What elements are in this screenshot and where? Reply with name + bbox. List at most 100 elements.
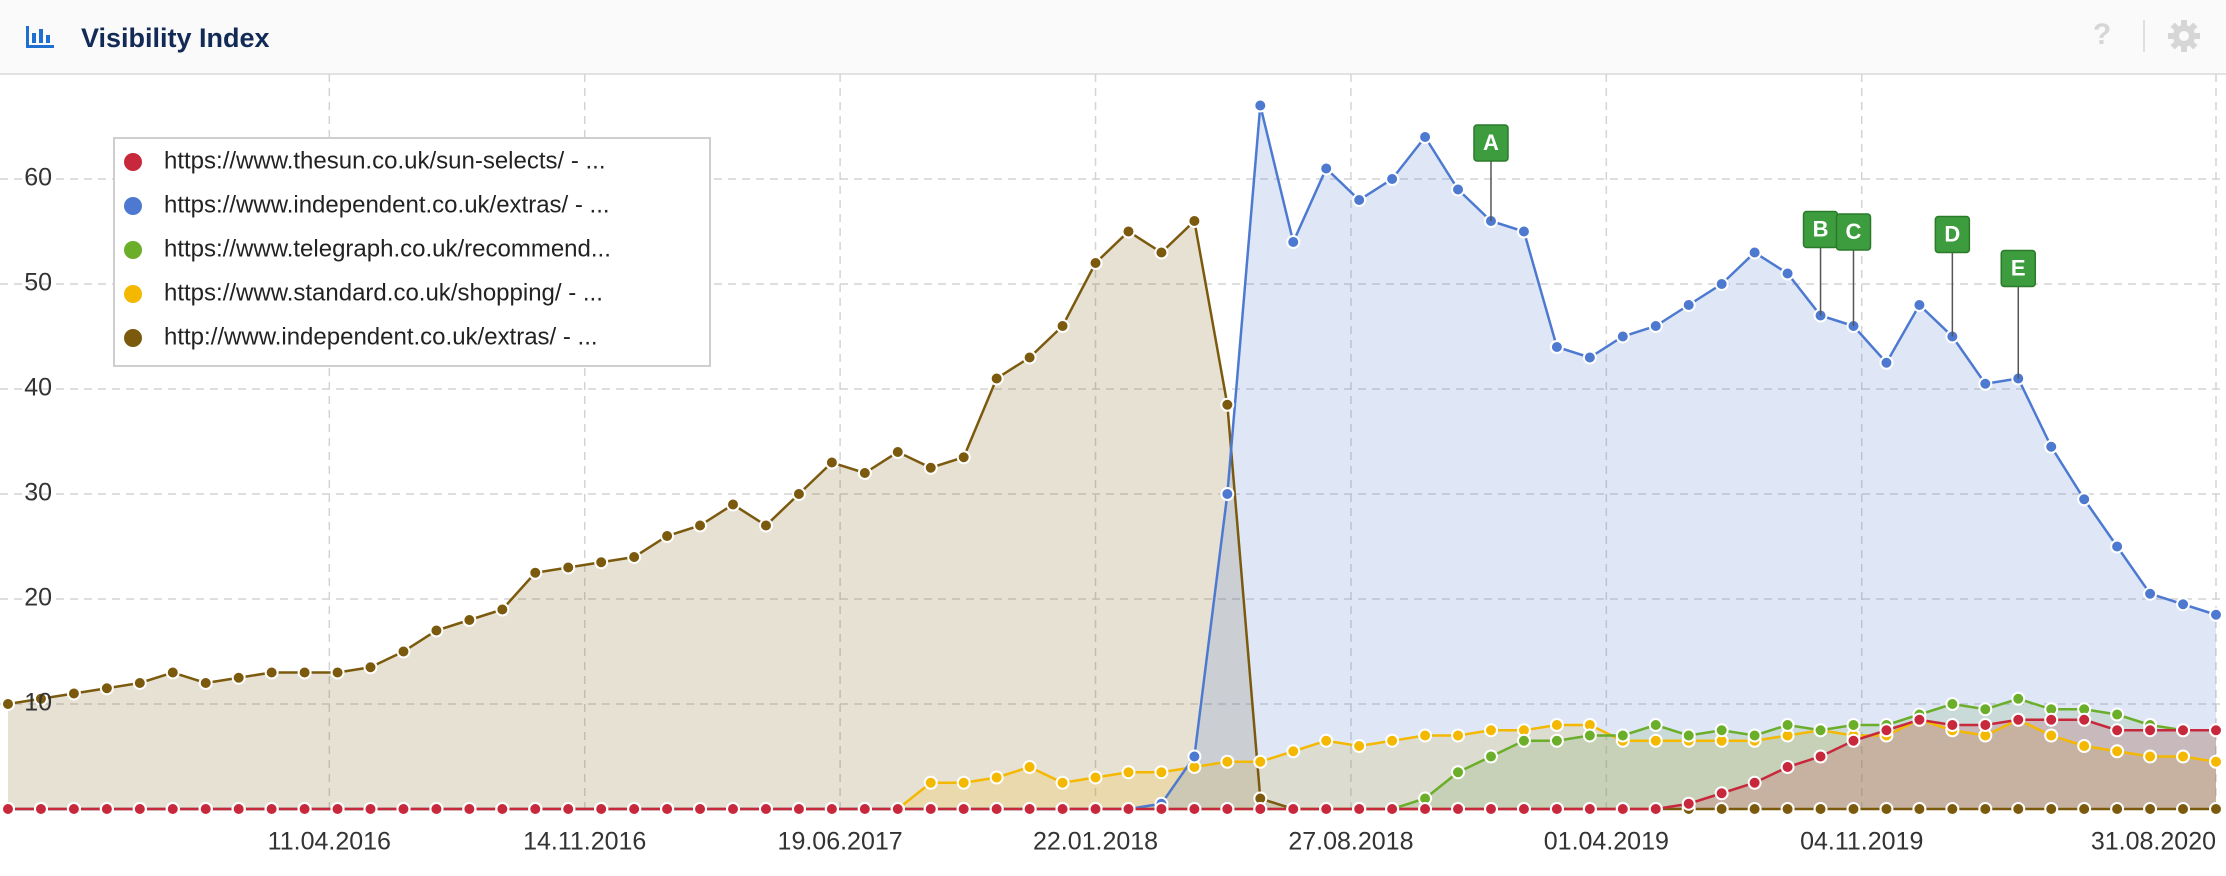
legend-item[interactable]: https://www.thesun.co.uk/sun-selects/ - … — [124, 147, 606, 174]
point — [429, 802, 444, 816]
point — [1385, 172, 1400, 186]
point — [1055, 775, 1070, 790]
point — [2077, 712, 2092, 727]
point — [2011, 712, 2026, 727]
point — [1516, 802, 1531, 816]
point — [2077, 492, 2092, 507]
point — [1978, 802, 1993, 816]
point — [1286, 802, 1301, 816]
point — [2011, 691, 2026, 706]
point — [1945, 718, 1960, 732]
point — [791, 487, 806, 501]
point — [198, 802, 213, 816]
point — [1, 802, 15, 816]
point — [2044, 802, 2059, 816]
x-tick-label: 22.01.2018 — [1033, 828, 1158, 856]
point — [1483, 802, 1498, 816]
help-icon[interactable]: ? — [2093, 18, 2111, 51]
legend-item[interactable]: http://www.independent.co.uk/extras/ - .… — [124, 323, 598, 350]
x-tick-label: 11.04.2016 — [268, 828, 391, 856]
point — [99, 802, 114, 816]
flag-label: A — [1483, 130, 1499, 155]
point — [1582, 728, 1597, 743]
legend-item[interactable]: https://www.independent.co.uk/extras/ - … — [124, 191, 610, 218]
point — [1912, 298, 1927, 312]
point — [1483, 723, 1498, 738]
point — [758, 518, 773, 533]
point — [2044, 439, 2059, 454]
point — [99, 681, 114, 696]
point — [1780, 760, 1795, 774]
y-tick-label: 60 — [24, 164, 52, 192]
point — [1451, 802, 1466, 816]
x-tick-label: 01.04.2019 — [1544, 828, 1669, 856]
point — [1022, 760, 1037, 774]
point — [1846, 733, 1861, 748]
legend-label: http://www.independent.co.uk/extras/ - .… — [164, 323, 598, 350]
flag-box — [1835, 213, 1872, 251]
legend-item[interactable]: https://www.standard.co.uk/shopping/ - .… — [124, 279, 603, 306]
point — [1747, 775, 1762, 790]
point — [165, 665, 180, 680]
point — [396, 802, 411, 816]
point — [2110, 539, 2125, 554]
point — [726, 497, 741, 512]
point — [1220, 397, 1235, 412]
point — [528, 565, 543, 580]
legend-box — [113, 137, 711, 367]
point — [1352, 193, 1367, 207]
point — [989, 371, 1004, 386]
point — [956, 775, 971, 790]
point — [462, 613, 477, 627]
point — [1549, 340, 1564, 354]
point — [1912, 712, 1927, 727]
point — [1418, 728, 1433, 743]
point — [1286, 744, 1301, 759]
point — [264, 802, 279, 816]
point — [1714, 277, 1729, 291]
point — [1582, 802, 1597, 816]
annotation-flag[interactable]: C — [1835, 213, 1872, 326]
point — [561, 560, 576, 575]
point — [627, 550, 642, 564]
point — [1121, 765, 1136, 780]
point — [2044, 712, 2059, 727]
annotation-flag[interactable]: B — [1802, 210, 1839, 316]
point — [1516, 733, 1531, 748]
point — [989, 802, 1004, 816]
legend-label: https://www.telegraph.co.uk/recommend... — [164, 235, 611, 262]
point — [1648, 733, 1663, 748]
legend-item[interactable]: https://www.telegraph.co.uk/recommend... — [124, 235, 611, 262]
point — [2209, 607, 2223, 622]
annotation-flag[interactable]: D — [1934, 215, 1971, 337]
point — [2077, 739, 2092, 753]
point — [890, 802, 905, 816]
legend-marker — [124, 329, 142, 347]
point — [1912, 802, 1927, 816]
point — [1813, 749, 1828, 764]
point — [1121, 802, 1136, 816]
point — [1154, 765, 1169, 780]
point — [956, 450, 971, 465]
legend-marker — [124, 241, 142, 259]
point — [1549, 718, 1564, 732]
annotation-flag[interactable]: E — [2000, 249, 2037, 379]
point — [495, 802, 510, 816]
chart-icon — [26, 26, 54, 48]
point — [1879, 723, 1894, 738]
point — [1385, 733, 1400, 748]
point — [890, 445, 905, 459]
x-tick-label: 27.08.2018 — [1288, 828, 1413, 856]
annotation-flag[interactable]: A — [1473, 124, 1509, 221]
point — [1879, 355, 1894, 370]
x-tick-label: 14.11.2016 — [523, 828, 646, 856]
legend-marker — [124, 285, 142, 303]
point — [1220, 802, 1235, 816]
point — [1714, 723, 1729, 738]
point — [1, 697, 15, 711]
point — [1648, 319, 1663, 333]
area — [8, 719, 2216, 809]
point — [1451, 182, 1466, 197]
point — [1879, 802, 1894, 816]
settings-icon[interactable] — [2168, 20, 2200, 52]
